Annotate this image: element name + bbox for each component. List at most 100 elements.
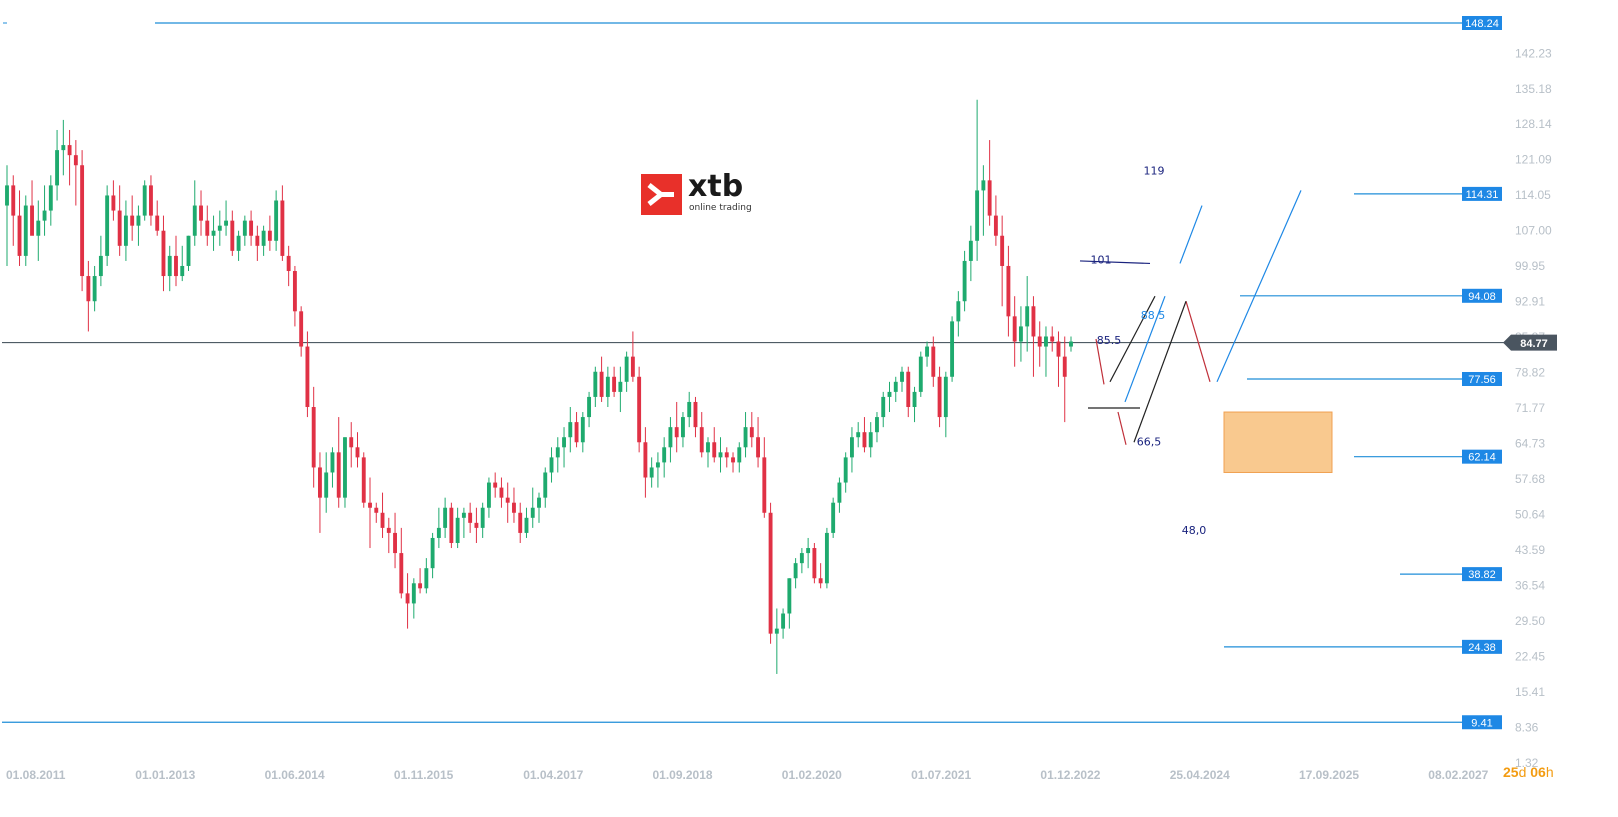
candle-body [199, 205, 203, 221]
path-black-1[interactable] [1109, 295, 1156, 383]
candle-body [280, 200, 285, 256]
annotation-label: 66,5 [1137, 435, 1162, 448]
candle-body [136, 215, 141, 226]
path-red-1[interactable] [1095, 338, 1105, 385]
candle-body [937, 376, 942, 418]
candle-body [386, 527, 391, 533]
candle-body [205, 220, 210, 236]
candle-body [174, 255, 178, 277]
candle-body [562, 437, 566, 448]
candle-body [649, 467, 654, 478]
candle-body [749, 427, 754, 438]
y-tick-label: 128.14 [1515, 117, 1552, 131]
candle-body [850, 437, 854, 458]
candle-body [1069, 341, 1073, 347]
y-tick-label: 29.50 [1515, 614, 1545, 628]
candle-body [461, 512, 466, 518]
current-price-badge [1503, 334, 1557, 351]
candle-body [1037, 336, 1042, 347]
candle-body [993, 215, 998, 236]
path-blue-1[interactable] [1124, 295, 1166, 403]
x-tick-label: 25.04.2024 [1170, 768, 1230, 782]
candle-body [286, 255, 291, 272]
candle-body [380, 512, 385, 528]
path-red-2[interactable] [1117, 411, 1127, 445]
drawn-line-101[interactable] [1079, 260, 1151, 265]
candle-body [361, 457, 366, 503]
candle-body [399, 553, 404, 594]
candle-body [23, 205, 28, 256]
level-badge [1462, 449, 1502, 464]
candle-body [862, 432, 867, 448]
candle-body [900, 371, 904, 382]
x-tick-label: 17.09.2025 [1299, 768, 1359, 782]
countdown-days-value: 25 [1503, 764, 1519, 780]
x-tick-label: 08.02.2027 [1428, 768, 1488, 782]
candle-body [92, 276, 97, 302]
candle-body [117, 210, 122, 246]
candle-body [55, 150, 60, 186]
level-badge-label: 38.82 [1468, 569, 1496, 581]
candle-body [756, 437, 760, 458]
candle-body [11, 185, 16, 216]
candle-body [793, 563, 798, 579]
path-blue-2[interactable] [1179, 205, 1203, 264]
candle-body [918, 356, 923, 392]
candle-body [299, 311, 304, 347]
candle-body [587, 396, 592, 418]
y-tick-label: 135.18 [1515, 82, 1552, 96]
level-badge-label: 62.14 [1468, 452, 1496, 464]
y-tick-label: 36.54 [1515, 579, 1545, 593]
candle-body [975, 190, 980, 241]
candle-body [480, 507, 485, 528]
candle-body [893, 381, 898, 392]
y-tick-label: 57.68 [1515, 472, 1545, 486]
candle-body [274, 200, 279, 241]
candle-body [336, 452, 341, 498]
y-tick-label: 78.82 [1515, 366, 1545, 380]
annotation-label: 88.5 [1141, 309, 1166, 322]
candle-body [224, 220, 228, 226]
target-zone[interactable] [1223, 411, 1333, 473]
candle-body [330, 452, 335, 473]
candle-body [799, 553, 804, 564]
candle-body [537, 497, 541, 508]
candle-body [906, 371, 911, 408]
candle-body [1031, 306, 1036, 337]
candle-body [311, 407, 316, 468]
candle-body [524, 517, 529, 533]
candle-body [105, 195, 110, 256]
candle-body [155, 215, 160, 231]
candle-body [712, 442, 717, 458]
y-tick-label: 1.32 [1515, 756, 1539, 770]
candle-body [474, 522, 479, 528]
candle-body [261, 230, 266, 246]
candle-body [681, 417, 685, 438]
level-badge [1462, 288, 1502, 303]
candle-body [737, 447, 742, 463]
current-price-label: 84.77 [1520, 338, 1548, 350]
candle-body [418, 583, 423, 589]
candle-body [449, 507, 454, 543]
candle-body [30, 205, 34, 236]
candle-body [267, 230, 272, 241]
candle-body [599, 371, 604, 397]
candle-body [17, 215, 22, 256]
path-blue-3[interactable] [1216, 190, 1302, 383]
candle-body [242, 220, 247, 236]
candle-body [981, 180, 986, 191]
x-tick-label: 01.01.2013 [135, 768, 195, 782]
candle-body [48, 185, 53, 211]
candle-body [305, 346, 310, 408]
candle-body [731, 457, 735, 463]
path-red-3[interactable] [1185, 301, 1211, 382]
candle-body [1025, 306, 1030, 327]
candle-body [349, 437, 354, 448]
path-black-2[interactable] [1133, 301, 1187, 443]
candle-body [211, 230, 216, 236]
candle-body [130, 215, 135, 226]
x-tick-label: 01.08.2011 [6, 768, 66, 782]
candle-body [718, 452, 723, 458]
